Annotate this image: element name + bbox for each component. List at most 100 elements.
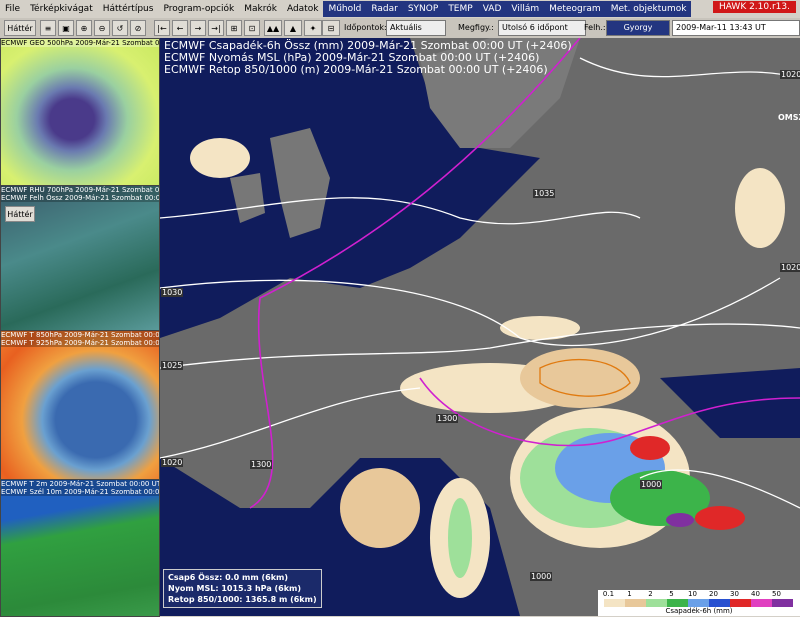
logo: OMSZ <box>778 113 800 122</box>
scandinavia <box>420 38 580 148</box>
menu-item[interactable]: Met. objektumok <box>610 4 687 14</box>
menu-item[interactable]: Radar <box>371 4 398 14</box>
menu-item[interactable]: VAD <box>482 4 502 14</box>
thumbnail[interactable]: ECMWF T 2m 2009-Már-21 Szombat 00:00 UT … <box>0 479 160 617</box>
menu-item[interactable]: Műhold <box>328 4 362 14</box>
isobar-label: 1035 <box>533 189 556 198</box>
legend-label: 30 <box>730 590 739 598</box>
thumb-title: ECMWF GEO 500hPa 2009-Már-21 Szombat 00:… <box>1 39 160 47</box>
times-select[interactable]: Aktuális <box>386 20 446 36</box>
precipitation <box>190 138 785 598</box>
menu-item[interactable]: TEMP <box>448 4 473 14</box>
menu-item[interactable]: SYNOP <box>407 4 439 14</box>
isobar-label: 1020 <box>780 70 800 79</box>
tool-button[interactable]: ⊡ <box>244 20 260 36</box>
toolbar: Háttér ≡ ▣ ⊕ ⊖ ↺ ⊘ |← ← → →| ⊞ ⊡ ▲▲ ▲ ✦ … <box>0 18 800 38</box>
legend-swatch <box>667 599 688 607</box>
black-sea <box>660 368 800 438</box>
thumbnail[interactable]: ECMWF RHU 700hPa 2009-Már-21 Szombat 00:… <box>0 185 160 331</box>
user-label: Felh.: <box>584 23 606 32</box>
legend-swatch <box>625 599 646 607</box>
tool-button[interactable]: ← <box>172 20 188 36</box>
legend-swatch <box>709 599 730 607</box>
border <box>539 358 631 397</box>
menu-item[interactable]: Térképkivágat <box>30 4 93 14</box>
tool-button[interactable]: ⊟ <box>322 20 340 36</box>
menu-item[interactable]: Makrók <box>244 4 277 14</box>
retop-lines <box>249 38 800 509</box>
isobar-label: 1300 <box>436 414 459 423</box>
obs-select[interactable]: Utolsó 6 időpont <box>498 20 586 36</box>
times-label: Időpontok: <box>344 23 387 32</box>
thumb-title: ECMWF T 925hPa 2009-Már-21 Szombat 00:00… <box>1 339 160 347</box>
tool-button[interactable]: ⊘ <box>130 20 146 36</box>
legend-label: 40 <box>751 590 760 598</box>
map-header: ECMWF Csapadék-6h Össz (mm) 2009-Már-21 … <box>164 40 572 76</box>
isobar-label: 1020 <box>780 263 800 272</box>
menu: File Térképkivágat Háttértípus Program-opci… <box>0 4 323 14</box>
tool-button[interactable]: ▣ <box>58 20 74 36</box>
isobar-label: 1030 <box>161 288 184 297</box>
legend-label: 10 <box>688 590 697 598</box>
clock: 2009-Mar-11 13:43 UT <box>672 20 800 36</box>
legend-swatch <box>688 599 709 607</box>
header-line: ECMWF Retop 850/1000 (m) 2009-Már-21 Szo… <box>164 63 548 76</box>
ireland <box>230 173 265 223</box>
info-line: Nyom MSL: 1015.3 hPa (6km) <box>168 584 302 593</box>
tool-button[interactable]: ⊞ <box>226 20 242 36</box>
menu-item[interactable]: Program-opciók <box>163 4 235 14</box>
user-select[interactable]: Gyorgy <box>606 20 670 36</box>
tool-button[interactable]: ▲ <box>284 20 302 36</box>
legend-labels: 0.1 1 2 5 10 20 30 40 50 <box>598 590 800 599</box>
legend-label: 1 <box>627 590 632 598</box>
legend-swatch <box>751 599 772 607</box>
thumb-title: ECMWF T 850hPa 2009-Már-21 Szombat 00:00… <box>1 331 160 339</box>
legend-swatch <box>646 599 667 607</box>
isobar-label: 1020 <box>161 458 184 467</box>
legend-label: 2 <box>648 590 653 598</box>
background-button[interactable]: Háttér <box>4 20 36 36</box>
version: HAWK 2.10.r13. <box>712 1 796 13</box>
thumbnail[interactable]: ECMWF GEO 500hPa 2009-Már-21 Szombat 00:… <box>0 38 160 186</box>
data-menu: Műhold Radar SYNOP TEMP VAD Villám Meteogram Me… <box>323 1 692 17</box>
legend-swatches <box>604 599 800 607</box>
tool-button[interactable]: ✦ <box>304 20 322 36</box>
legend: 0.1 1 2 5 10 20 30 40 50 Csapadék-6h (mm) <box>598 590 800 616</box>
tool-button[interactable]: |← <box>154 20 170 36</box>
tool-button[interactable]: ⊖ <box>94 20 110 36</box>
info-box: Csap6 Össz: 0.0 mm (6km) Nyom MSL: 1015.3… <box>163 569 322 608</box>
menu-bar: File Térképkivágat Háttértípus Program-opci… <box>0 0 800 18</box>
menu-item[interactable]: File <box>5 4 21 14</box>
menu-item[interactable]: Meteogram <box>549 4 601 14</box>
isobar-label: 1300 <box>250 460 273 469</box>
legend-title: Csapadék-6h (mm) <box>665 607 733 615</box>
tool-button[interactable]: ↺ <box>112 20 128 36</box>
legend-swatch <box>730 599 751 607</box>
britain <box>270 128 330 238</box>
thumb-title: ECMWF Szél 10m 2009-Már-21 Szombat 00:00… <box>1 488 160 496</box>
tool-button[interactable]: →| <box>208 20 224 36</box>
menu-item[interactable]: Villám <box>511 4 540 14</box>
map[interactable]: OMSZ <box>160 38 800 616</box>
tool-button[interactable]: → <box>190 20 206 36</box>
info-line: Retop 850/1000: 1365.8 m (6km) <box>168 595 317 604</box>
tool-button[interactable]: ⊕ <box>76 20 92 36</box>
thumb-button[interactable]: Háttér <box>5 206 35 222</box>
obs-label: Megfigy.: <box>458 23 494 32</box>
thumbnail[interactable]: ECMWF T 850hPa 2009-Már-21 Szombat 00:00… <box>0 330 160 480</box>
info-line: Csap6 Össz: 0.0 mm (6km) <box>168 573 289 582</box>
legend-label: 20 <box>709 590 718 598</box>
tool-button[interactable]: ▲▲ <box>264 20 282 36</box>
header-line: ECMWF Csapadék-6h Össz (mm) 2009-Már-21 … <box>164 39 572 52</box>
menu-item[interactable]: Háttértípus <box>102 4 154 14</box>
legend-label: 5 <box>669 590 674 598</box>
thumb-title: ECMWF Felh Össz 2009-Már-21 Szombat 00:0… <box>1 194 160 202</box>
menu-item[interactable]: Adatok <box>286 4 319 14</box>
thumb-title: ECMWF T 2m 2009-Már-21 Szombat 00:00 UT … <box>1 480 159 488</box>
legend-label: 0.1 <box>602 590 615 598</box>
header-line: ECMWF Nyomás MSL (hPa) 2009-Már-21 Szomb… <box>164 51 540 64</box>
tool-button[interactable]: ≡ <box>40 20 56 36</box>
legend-swatch <box>772 599 793 607</box>
isobar-label: 1000 <box>640 480 663 489</box>
thumb-title: ECMWF RHU 700hPa 2009-Már-21 Szombat 00:… <box>1 186 160 194</box>
